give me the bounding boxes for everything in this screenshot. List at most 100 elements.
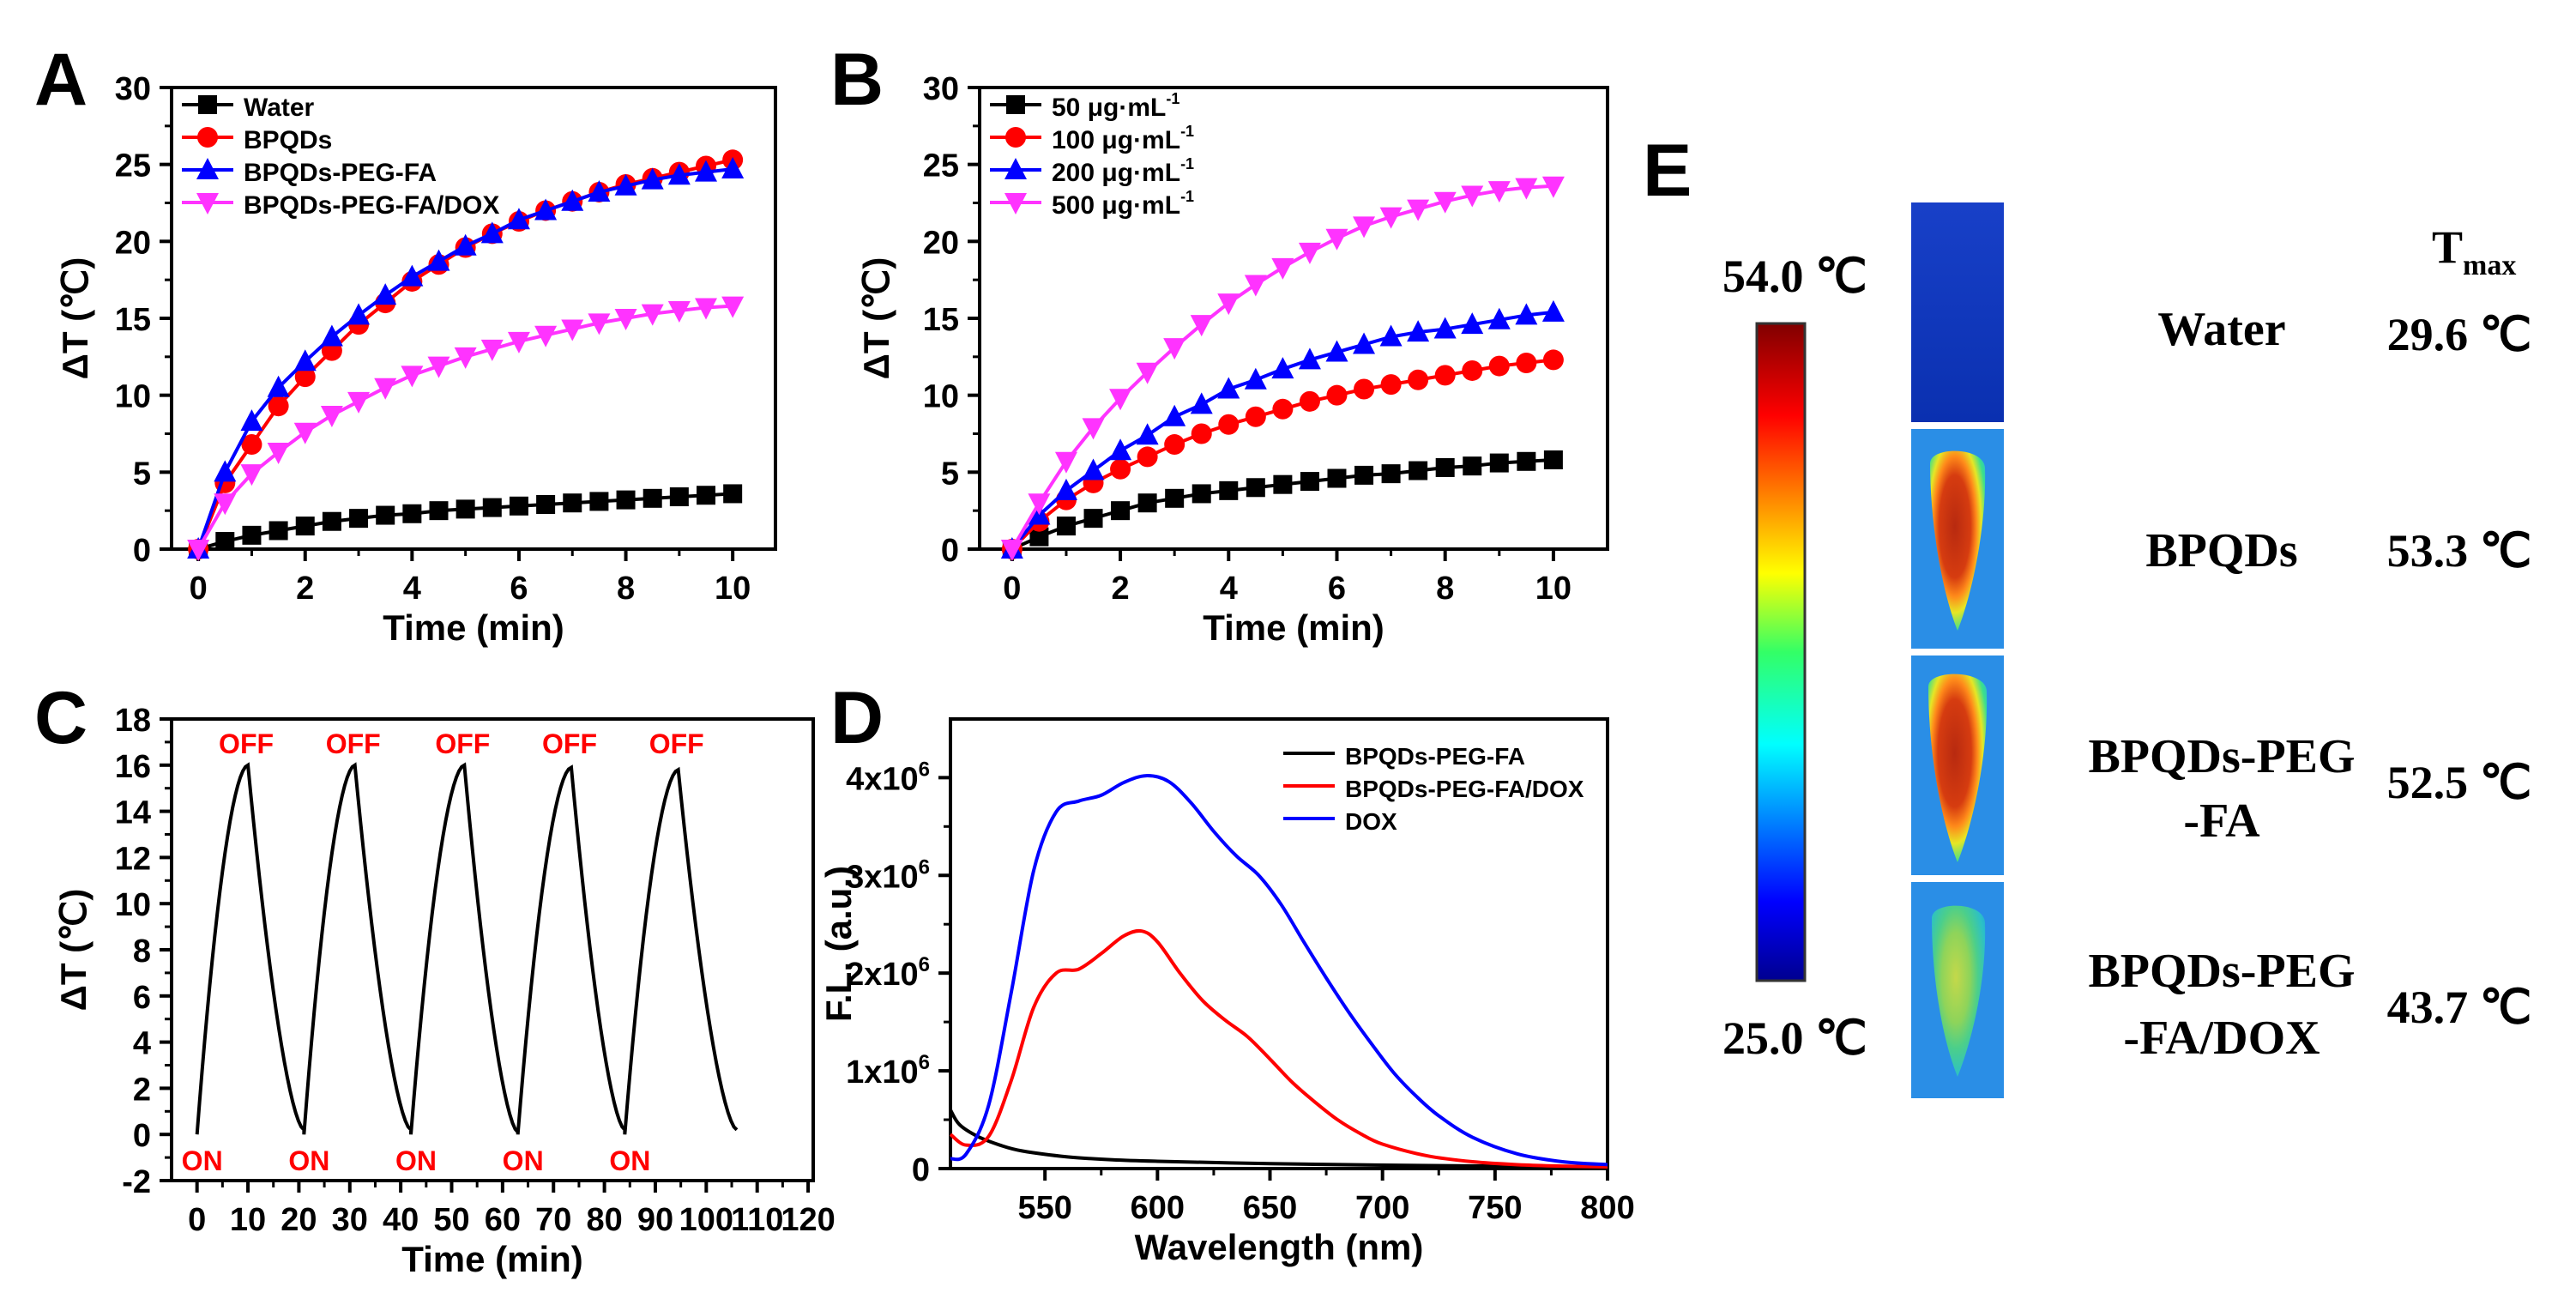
- on-label: ON: [182, 1145, 223, 1176]
- sample-name-bpqds-peg-fa-dox-line2: -FA/DOX: [2123, 1012, 2320, 1065]
- data-point: [347, 303, 371, 325]
- data-point: [507, 208, 530, 230]
- data-point: [1433, 317, 1457, 339]
- tmax-value-bpqds-peg-fa: 52.5 ℃: [2387, 757, 2532, 808]
- chart-b: 0 2 4 6 8 10 0 5 10 15 20 25 30 Time (min) ΔT (℃) 50 μg…: [856, 71, 1609, 648]
- data-point: [1137, 446, 1158, 468]
- x-tick-label: 800: [1580, 1190, 1634, 1226]
- legend-marker: [198, 95, 217, 114]
- data-point: [267, 375, 290, 397]
- legend-marker: [1004, 193, 1027, 214]
- x-tick-label: 110: [731, 1202, 783, 1238]
- data-point: [427, 249, 450, 271]
- x-tick-label: 6: [510, 571, 528, 607]
- off-label: OFF: [326, 728, 381, 759]
- data-point: [429, 501, 449, 521]
- data-point: [480, 339, 504, 361]
- y-tick-label: 2: [133, 1072, 151, 1108]
- data-point: [427, 356, 450, 378]
- x-tick-label: 100: [679, 1202, 733, 1238]
- x-tick-label: 650: [1243, 1190, 1297, 1226]
- y-tick-label: 4: [133, 1026, 151, 1062]
- data-point: [641, 167, 664, 190]
- x-tick-label: 2: [296, 571, 314, 607]
- x-tick-label: 30: [332, 1202, 368, 1238]
- legend-label: 100 μg·mL-1: [1052, 123, 1194, 154]
- y-tick-label: 0: [133, 1118, 151, 1154]
- panel-e-thermal-images: 54.0 ℃ 25.0 ℃ Tmax Water BPQDs BPQDs-PEG…: [1722, 202, 2531, 1098]
- off-label: OFF: [219, 728, 274, 759]
- tmax-header: Tmax: [2432, 221, 2516, 281]
- series-50-g-ml: [1002, 450, 1563, 559]
- y-tick-label: 6: [133, 980, 151, 1016]
- y-tick-label: 25: [115, 148, 151, 184]
- data-point: [669, 487, 689, 507]
- plot-frame: [949, 717, 1609, 1170]
- tmax-value-water: 29.6 ℃: [2387, 309, 2532, 360]
- y-tick-label: 15: [923, 302, 959, 338]
- data-point: [401, 366, 424, 388]
- x-tick-label: 750: [1468, 1190, 1522, 1226]
- data-point: [1163, 338, 1186, 360]
- data-point: [240, 409, 263, 432]
- data-point: [482, 498, 502, 517]
- data-point: [1300, 472, 1319, 492]
- spectrum-bpqds-peg-fa: [949, 1109, 1608, 1169]
- data-point: [1246, 478, 1265, 498]
- x-tick-label: 700: [1355, 1190, 1409, 1226]
- y-axis-label: ΔT (℃): [53, 889, 94, 1012]
- data-point: [1028, 493, 1051, 516]
- data-point: [1000, 540, 1023, 561]
- y-tick-label: 15: [115, 302, 151, 338]
- data-point: [480, 221, 504, 244]
- data-point: [1541, 299, 1565, 322]
- x-tick-label: 0: [1003, 571, 1021, 607]
- data-point: [242, 525, 262, 545]
- data-point: [507, 331, 530, 353]
- x-axis-label: Time (min): [401, 1239, 583, 1279]
- data-point: [401, 264, 424, 287]
- data-point: [268, 396, 289, 417]
- data-point: [1434, 365, 1456, 386]
- data-point: [1245, 406, 1266, 427]
- data-point: [1380, 374, 1402, 396]
- data-point: [454, 347, 477, 369]
- legend-label: BPQDs-PEG-FA/DOX: [1345, 776, 1584, 802]
- data-point: [1109, 438, 1132, 461]
- legend-label: BPQDs-PEG-FA: [244, 159, 437, 187]
- data-point: [241, 434, 262, 456]
- data-point: [1244, 367, 1267, 390]
- data-point: [695, 298, 718, 320]
- data-point: [616, 490, 636, 510]
- data-point: [1487, 181, 1511, 203]
- data-point: [563, 493, 582, 513]
- data-point: [1136, 423, 1159, 445]
- data-point: [1217, 377, 1240, 399]
- data-point: [1298, 347, 1321, 370]
- data-point: [1435, 457, 1455, 477]
- data-point: [1487, 307, 1511, 329]
- series-500-g-ml: [1000, 176, 1565, 561]
- data-point: [267, 443, 290, 465]
- data-point: [1271, 257, 1294, 280]
- data-point: [215, 532, 235, 552]
- data-point: [1354, 378, 1375, 400]
- spectrum-bpqds-peg-fa-dox: [949, 928, 1608, 1169]
- data-point: [723, 484, 743, 504]
- off-label: OFF: [435, 728, 490, 759]
- data-point: [1163, 404, 1186, 426]
- y-tick-label: 20: [923, 225, 959, 261]
- data-point: [1327, 468, 1347, 488]
- data-point: [1083, 509, 1103, 529]
- x-tick-label: 40: [383, 1202, 419, 1238]
- legend-marker: [197, 127, 218, 148]
- x-tick-label: 20: [281, 1202, 317, 1238]
- x-tick-label: 80: [586, 1202, 622, 1238]
- x-tick-label: 120: [781, 1202, 835, 1238]
- data-point: [1542, 349, 1564, 371]
- legend-marker: [1005, 127, 1026, 148]
- x-tick-label: 10: [1535, 571, 1572, 607]
- data-point: [1433, 191, 1457, 214]
- legend-label: Water: [244, 94, 315, 122]
- y-tick-label: 3x106: [846, 855, 930, 895]
